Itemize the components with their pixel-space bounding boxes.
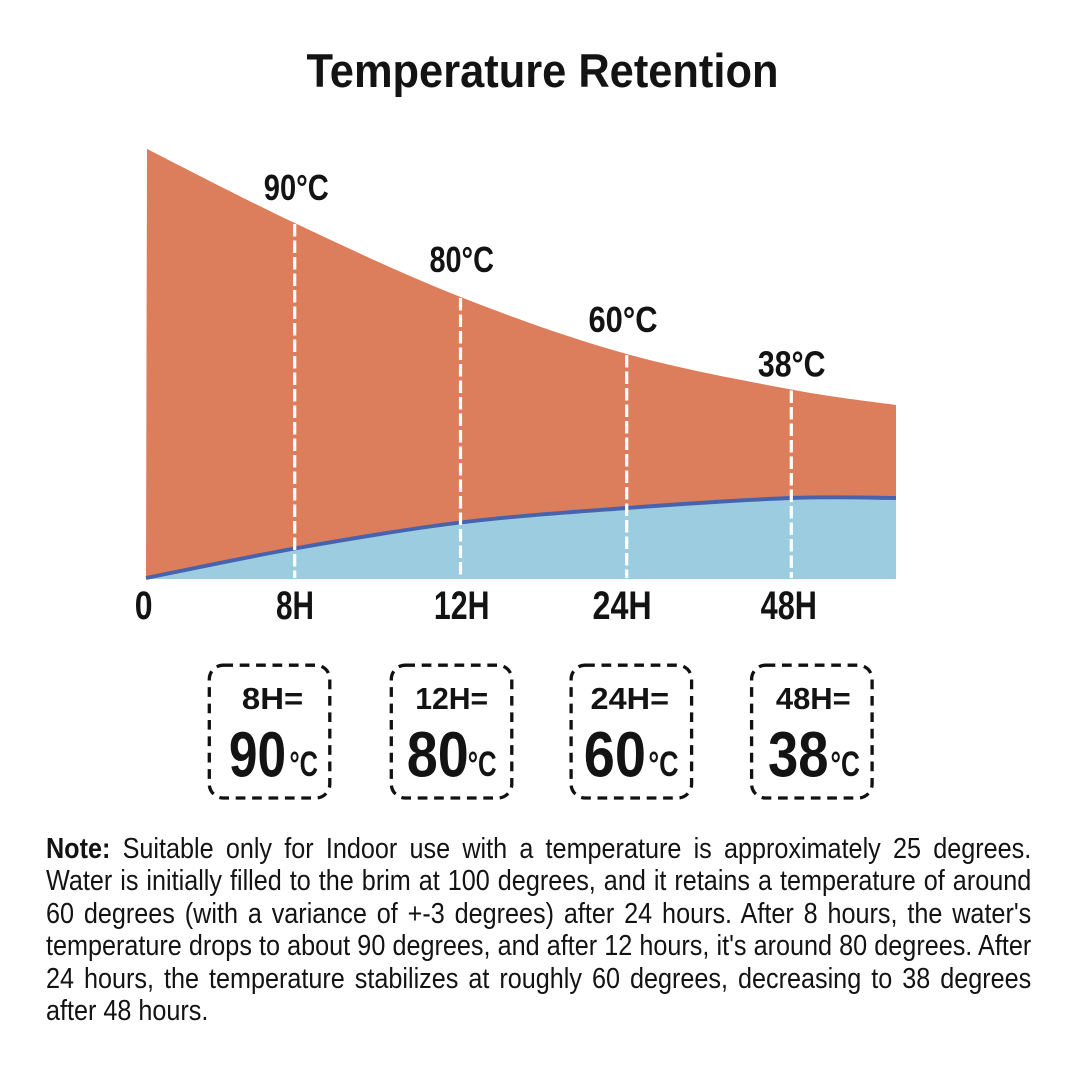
svg-text:°C: °C [468,745,497,784]
svg-text:8H: 8H [276,584,314,628]
svg-text:90: 90 [229,719,286,791]
svg-text:12H=: 12H= [415,682,488,716]
svg-text:12H: 12H [434,584,490,628]
svg-text:60°C: 60°C [589,300,658,340]
svg-text:38: 38 [768,719,829,791]
svg-text:24H=: 24H= [591,682,670,716]
svg-text:80°C: 80°C [429,240,494,280]
svg-text:Temperature Retention: Temperature Retention [307,45,779,98]
svg-text:°C: °C [289,745,318,784]
svg-text:8H=: 8H= [242,682,303,716]
svg-text:90°C: 90°C [264,168,329,208]
svg-text:48H=: 48H= [776,682,851,716]
svg-text:24H: 24H [593,584,652,628]
svg-text:80: 80 [407,719,469,791]
svg-text:°C: °C [648,745,678,784]
svg-text:60: 60 [584,719,646,791]
svg-text:48H: 48H [761,584,817,628]
svg-text:0: 0 [135,584,153,628]
svg-text:°C: °C [831,745,860,784]
svg-text:38°C: 38°C [758,344,826,384]
